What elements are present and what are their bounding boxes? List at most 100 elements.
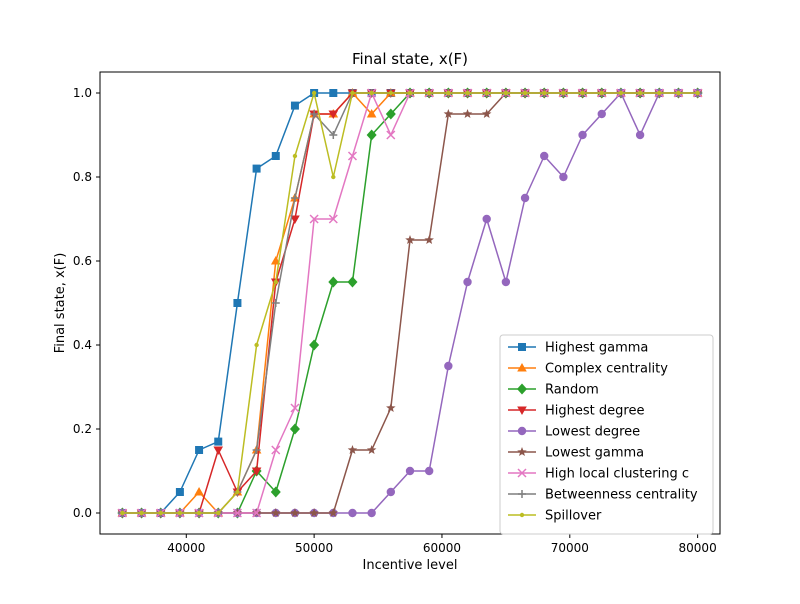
data-point bbox=[446, 90, 451, 96]
data-point bbox=[309, 214, 319, 224]
data-point bbox=[347, 276, 358, 288]
data-point bbox=[561, 90, 566, 96]
data-point bbox=[462, 109, 473, 119]
legend-item: Spillover bbox=[508, 509, 602, 524]
data-point bbox=[635, 130, 645, 140]
data-point bbox=[252, 164, 261, 173]
data-point bbox=[443, 109, 454, 119]
data-point bbox=[350, 90, 355, 96]
data-point bbox=[310, 110, 319, 118]
data-point bbox=[465, 90, 470, 96]
plot-frame bbox=[99, 71, 721, 535]
data-point bbox=[309, 508, 319, 518]
legend-marker bbox=[517, 426, 527, 436]
data-point bbox=[405, 235, 415, 245]
data-point bbox=[328, 110, 339, 119]
data-point bbox=[444, 361, 453, 371]
data-point bbox=[366, 129, 377, 141]
data-point bbox=[386, 130, 396, 140]
data-point bbox=[213, 446, 224, 455]
data-point bbox=[386, 403, 396, 413]
data-point bbox=[290, 508, 300, 518]
data-point bbox=[328, 508, 339, 518]
data-point bbox=[251, 467, 262, 476]
data-point bbox=[214, 437, 223, 446]
data-point bbox=[463, 277, 472, 287]
legend-marker bbox=[518, 490, 526, 498]
data-point bbox=[235, 489, 240, 495]
x-axis-title: Incentive level bbox=[363, 558, 458, 573]
data-point bbox=[426, 90, 432, 96]
data-point bbox=[405, 466, 415, 476]
data-point bbox=[597, 109, 606, 119]
data-point bbox=[270, 486, 281, 498]
data-point bbox=[290, 194, 299, 202]
data-point bbox=[348, 508, 357, 518]
data-point bbox=[328, 214, 338, 224]
data-point bbox=[216, 510, 221, 516]
data-point bbox=[347, 151, 358, 161]
data-point bbox=[386, 487, 396, 497]
x-tick-label: 80000 bbox=[679, 541, 717, 555]
data-point bbox=[522, 90, 528, 96]
legend-item: Betweenness centrality bbox=[508, 488, 698, 503]
data-point bbox=[196, 510, 202, 516]
data-point bbox=[599, 90, 604, 96]
data-point bbox=[482, 214, 491, 224]
legend-marker bbox=[517, 383, 527, 395]
data-point bbox=[347, 445, 358, 455]
legend-item: Complex centrality bbox=[508, 362, 668, 377]
data-point bbox=[329, 89, 338, 97]
data-point bbox=[139, 510, 144, 516]
legend-item: Lowest degree bbox=[508, 425, 640, 440]
data-point bbox=[254, 342, 259, 348]
legend-label: Highest degree bbox=[545, 404, 644, 419]
legend-marker bbox=[517, 447, 527, 457]
data-point bbox=[657, 90, 662, 96]
legend-item: Highest degree bbox=[508, 404, 644, 419]
legend-marker bbox=[517, 468, 527, 478]
data-point bbox=[271, 299, 280, 307]
series-8 bbox=[120, 90, 700, 516]
data-point bbox=[290, 215, 300, 224]
y-tick-label: 0.8 bbox=[73, 170, 92, 184]
data-point bbox=[580, 90, 585, 96]
legend-box bbox=[499, 334, 714, 535]
data-point bbox=[366, 109, 377, 118]
data-point bbox=[559, 172, 568, 182]
data-point bbox=[271, 152, 280, 160]
data-point bbox=[232, 508, 242, 518]
x-tick-label: 50000 bbox=[295, 541, 333, 555]
legend-item: High local clustering c bbox=[508, 467, 689, 482]
data-point bbox=[331, 174, 336, 180]
data-point bbox=[578, 130, 587, 140]
y-tick-label: 0.0 bbox=[73, 506, 92, 520]
data-point bbox=[158, 510, 163, 516]
data-point bbox=[676, 90, 681, 96]
x-tick-label: 60000 bbox=[423, 541, 461, 555]
data-point bbox=[424, 466, 434, 476]
data-point bbox=[388, 90, 394, 96]
legend-marker bbox=[518, 343, 526, 351]
data-point bbox=[367, 508, 376, 518]
data-point bbox=[542, 90, 547, 96]
y-tick-label: 0.6 bbox=[73, 254, 92, 268]
data-point bbox=[366, 445, 377, 455]
legend-label: Random bbox=[545, 383, 599, 398]
data-point bbox=[407, 90, 413, 96]
data-point bbox=[501, 277, 511, 287]
legend-item: Highest gamma bbox=[508, 341, 648, 356]
legend-label: Lowest degree bbox=[545, 425, 640, 440]
legend-label: Betweenness centrality bbox=[545, 488, 698, 503]
x-tick-label: 40000 bbox=[167, 541, 205, 555]
data-point bbox=[252, 508, 262, 518]
legend-item: Lowest gamma bbox=[508, 446, 644, 461]
legend-label: Complex centrality bbox=[545, 362, 668, 377]
data-point bbox=[503, 90, 509, 96]
data-point bbox=[695, 90, 700, 96]
data-point bbox=[120, 510, 125, 516]
legend-item: Random bbox=[508, 383, 599, 398]
data-point bbox=[369, 90, 374, 96]
